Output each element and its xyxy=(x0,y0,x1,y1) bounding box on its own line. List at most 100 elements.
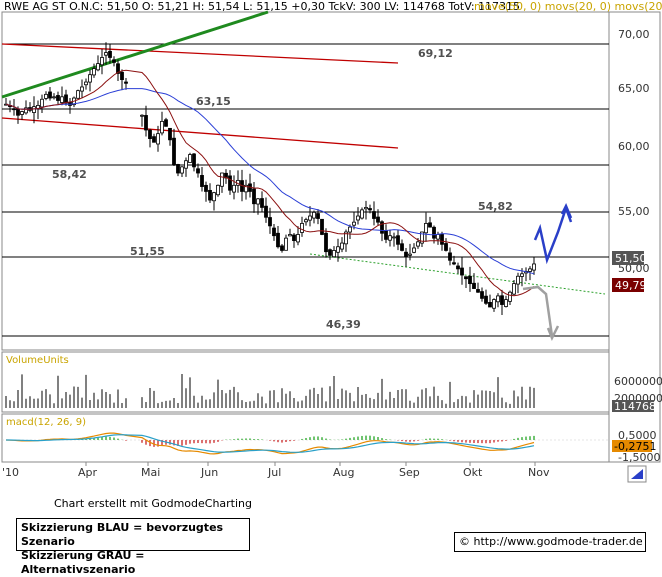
candle-body xyxy=(432,226,436,239)
candle-body xyxy=(108,50,112,58)
scenario-blue-arrowhead xyxy=(560,202,573,219)
candle-body xyxy=(336,246,340,253)
candle-body xyxy=(328,249,332,256)
candle-body xyxy=(364,207,368,210)
candle-body xyxy=(196,168,200,174)
volume-last-tag-text: 114768 xyxy=(614,400,656,413)
legend-blue-text: Skizzierung BLAU = bevorzugtes Szenario xyxy=(21,521,224,548)
resistance-line-upper xyxy=(1,43,399,64)
footer-url: http://www.godmode-trader.de xyxy=(473,535,643,548)
scenario-legend: Skizzierung BLAU = bevorzugtes Szenario … xyxy=(16,518,250,576)
candle-body xyxy=(232,184,236,193)
level-label-51: 51,55 xyxy=(130,245,165,258)
candle-body xyxy=(252,188,256,205)
candle-body xyxy=(184,160,188,169)
candle-body xyxy=(516,275,520,285)
candle-body xyxy=(300,223,304,233)
candle-body xyxy=(304,219,308,223)
volume-last-tag xyxy=(612,400,654,412)
x-tick-apr: Apr xyxy=(78,466,98,479)
candle-body xyxy=(264,205,268,218)
candle-body xyxy=(440,233,444,245)
candle-body xyxy=(380,221,384,234)
candle-body xyxy=(12,108,16,111)
price-panel-frame xyxy=(1,11,610,351)
candle-body xyxy=(288,234,292,237)
candle-body xyxy=(356,215,360,221)
candle-body xyxy=(52,96,56,99)
header-quote: C: 51,50 O: 51,21 H: 51,54 L: 51,15 +0,3… xyxy=(92,0,520,13)
candle-body xyxy=(148,129,152,139)
candle-body xyxy=(532,263,536,271)
candle-body xyxy=(388,235,392,241)
candle-body xyxy=(456,265,460,270)
candle-body xyxy=(512,283,516,295)
candle-body xyxy=(172,137,176,165)
macd-title: macd(12, 26, 9) xyxy=(6,417,86,428)
candle-body xyxy=(332,250,336,258)
candle-body xyxy=(448,252,452,261)
candle-body xyxy=(296,234,300,243)
candle-body xyxy=(484,295,488,304)
x-tick-start: '10 xyxy=(2,466,19,479)
candle-body xyxy=(412,247,416,253)
level-label-69: 69,12 xyxy=(418,47,453,60)
candle-body xyxy=(464,276,468,280)
candle-body xyxy=(64,94,68,104)
y-tick-55: 55,00 xyxy=(618,205,650,218)
candle-body xyxy=(216,184,220,196)
legend-gray-text: Skizzierung GRAU = Alternativszenario xyxy=(21,549,145,576)
candle-body xyxy=(428,222,432,228)
candle-body xyxy=(416,241,420,247)
candle-body xyxy=(528,268,532,272)
candle-body xyxy=(348,226,352,233)
candle-body xyxy=(452,262,456,265)
scenario-gray-arrow xyxy=(522,285,554,337)
x-tick-aug: Aug xyxy=(333,466,354,479)
candle-body xyxy=(212,192,216,202)
candle-body xyxy=(60,96,64,103)
macd-last-tag-text: -0,2751 xyxy=(614,440,656,453)
candle-body xyxy=(164,119,168,127)
ma-price-tag-text: 49,79 xyxy=(615,279,647,292)
candle-body xyxy=(468,275,472,285)
candle-body xyxy=(200,175,204,187)
candle-body xyxy=(444,243,448,251)
candle-body xyxy=(80,86,84,92)
candle-body xyxy=(156,133,160,145)
candle-body xyxy=(420,231,424,244)
candle-body xyxy=(244,184,248,193)
candle-body xyxy=(88,74,92,83)
candle-body xyxy=(96,63,100,71)
x-tick-jul: Jul xyxy=(267,466,281,479)
y-tick-70: 70,00 xyxy=(618,28,650,41)
candle-body xyxy=(176,164,180,174)
candle-body xyxy=(504,299,508,307)
candle-body xyxy=(496,295,500,303)
last-price-tag xyxy=(612,251,644,265)
candle-body xyxy=(276,232,280,248)
level-label-63: 63,15 xyxy=(196,95,231,108)
candle-body xyxy=(392,236,396,239)
y-tick-60: 60,00 xyxy=(618,140,650,153)
resistance-line-lower xyxy=(1,117,399,149)
x-tick-sep: Sep xyxy=(399,466,420,479)
candle-body xyxy=(204,184,208,192)
last-price-tag-text: 51,50 xyxy=(615,252,647,265)
candle-body xyxy=(384,230,388,240)
scenario-blue-arrow xyxy=(533,204,573,265)
x-tick-okt: Okt xyxy=(463,466,483,479)
y-tick-65: 65,00 xyxy=(618,82,650,95)
candle-body xyxy=(480,291,484,299)
candle-body xyxy=(152,136,156,143)
candle-body xyxy=(360,209,364,219)
candle-body xyxy=(292,234,296,242)
candle-body xyxy=(20,111,24,115)
candle-body xyxy=(168,127,172,141)
footer-url-box[interactable]: © http://www.godmode-trader.de xyxy=(454,532,646,552)
macd-signal-line xyxy=(6,434,535,453)
candle-body xyxy=(312,211,316,219)
candle-body xyxy=(376,216,380,223)
